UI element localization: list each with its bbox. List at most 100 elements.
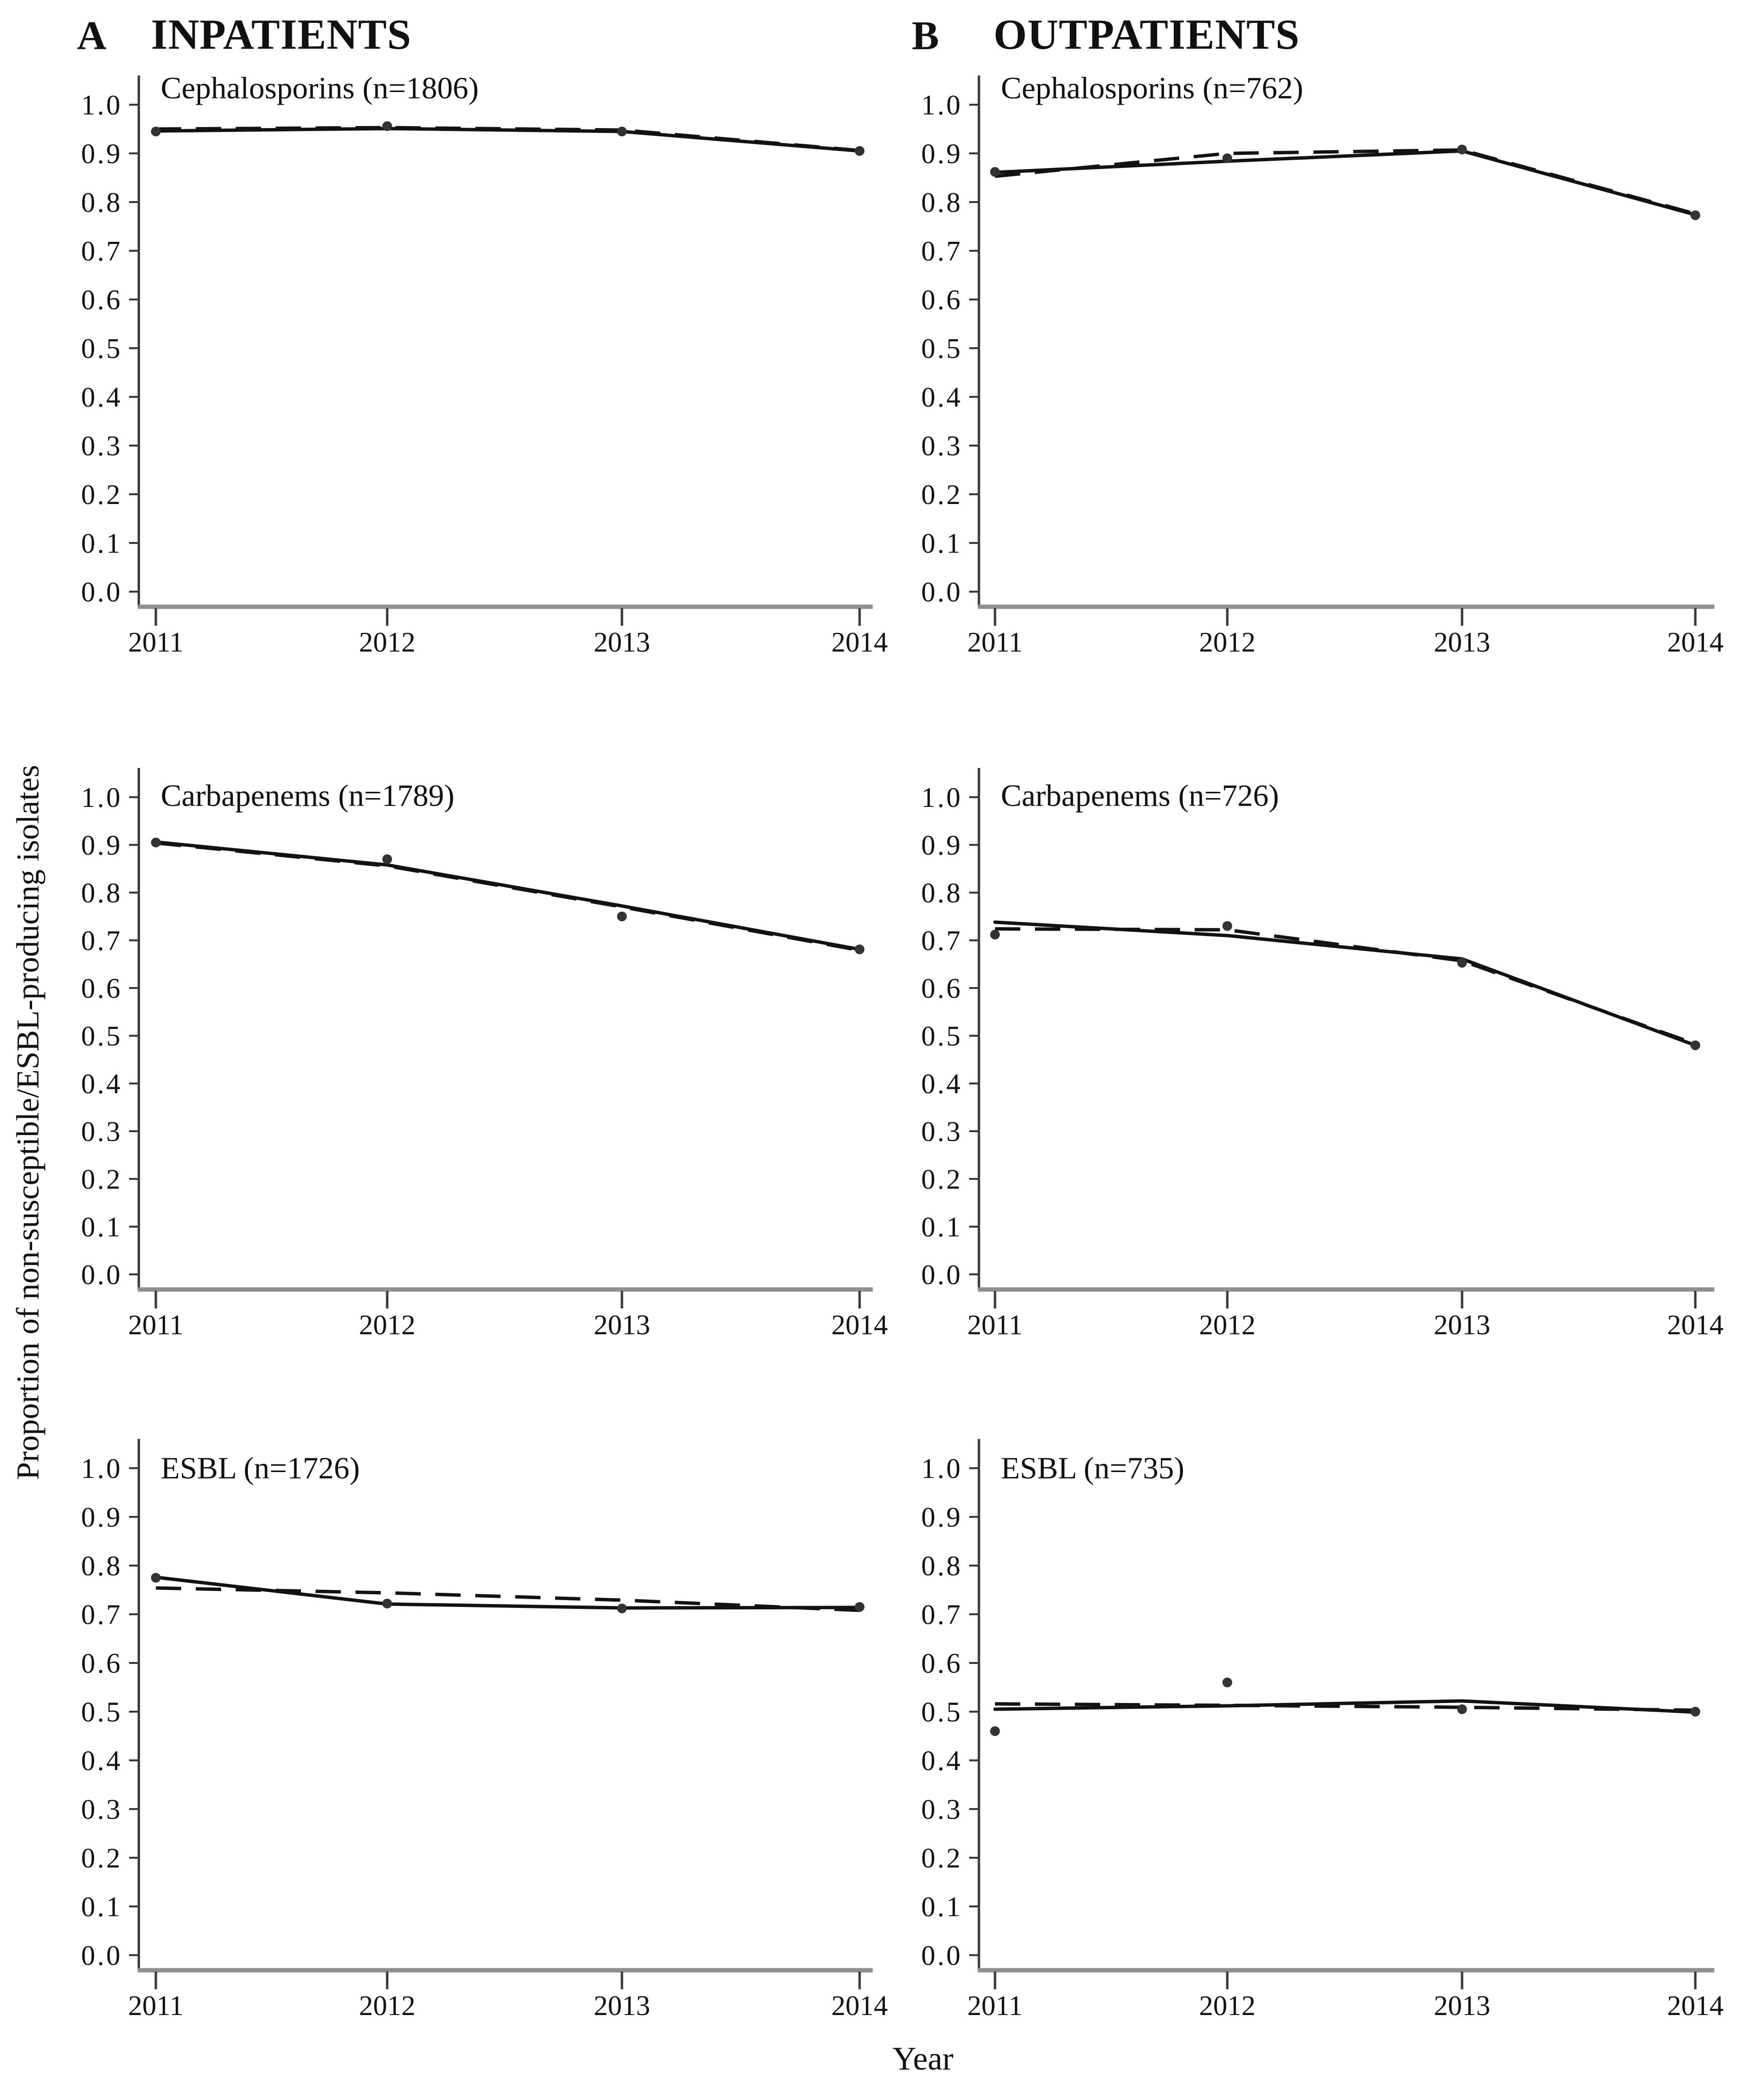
x-tick-label: 2011 [967,1990,1023,2021]
data-point-outpatients-esbl-2011 [990,1726,1000,1736]
y-tick-label: 0.8 [921,187,963,218]
y-tick-label: 0.2 [81,1842,123,1874]
data-point-inpatients-carbapenems-2013 [617,912,627,921]
x-tick-label: 2011 [128,1990,184,2021]
y-tick-label: 0.5 [921,1696,963,1728]
y-tick-label: 0.6 [81,1647,123,1679]
y-tick-label: 0.3 [81,1116,123,1147]
x-tick-label: 2012 [1199,626,1256,658]
y-tick-label: 0.7 [921,235,963,267]
y-tick-label: 0.7 [921,925,963,956]
y-tick-label: 0.0 [81,576,123,608]
x-tick-label: 2011 [967,626,1023,658]
panel-title: ESBL (n=1726) [161,1451,360,1485]
y-tick-label: 1.0 [921,1453,963,1484]
x-tick-label: 2013 [594,626,650,658]
data-point-outpatients-carbapenems-2012 [1222,921,1232,931]
x-tick-label: 2014 [831,626,888,658]
x-tick-label: 2013 [594,1309,650,1341]
panel-title: Carbapenems (n=1789) [161,778,454,813]
y-tick-label: 0.5 [81,333,123,364]
x-tick-label: 2012 [1199,1309,1256,1341]
data-point-inpatients-carbapenems-2014 [855,944,864,954]
data-point-inpatients-esbl-2011 [151,1573,161,1583]
y-tick-label: 0.2 [81,479,123,510]
y-tick-label: 0.0 [921,1259,963,1290]
y-tick-label: 1.0 [81,1453,123,1484]
y-tick-label: 0.3 [921,1116,963,1147]
y-tick-label: 0.7 [81,925,123,956]
y-tick-label: 0.3 [81,1793,123,1825]
series-trend_dashed [995,1702,1696,1712]
x-tick-label: 2014 [1667,1309,1724,1341]
y-tick-label: 0.4 [81,1745,123,1776]
x-tick-label: 2012 [359,1309,415,1341]
y-tick-label: 0.9 [81,829,123,861]
data-point-inpatients-cephalosporins-2011 [151,127,161,136]
y-tick-label: 0.6 [81,284,123,316]
y-tick-label: 0.4 [921,1068,963,1100]
y-tick-label: 0.8 [921,877,963,909]
x-tick-label: 2013 [1434,1990,1490,2021]
y-tick-label: 0.4 [921,381,963,413]
y-tick-label: 0.2 [81,1163,123,1195]
y-tick-label: 0.7 [81,235,123,267]
y-tick-label: 0.1 [921,527,963,559]
y-tick-label: 0.9 [921,1501,963,1533]
x-tick-label: 2012 [1199,1990,1256,2021]
y-tick-label: 0.0 [81,1940,123,1971]
y-tick-label: 0.3 [921,430,963,462]
data-point-outpatients-cephalosporins-2012 [1222,153,1232,163]
y-tick-label: 0.7 [81,1599,123,1630]
x-tick-label: 2014 [831,1309,888,1341]
data-point-inpatients-carbapenems-2012 [382,854,392,864]
data-point-inpatients-esbl-2012 [382,1599,392,1608]
data-point-inpatients-esbl-2014 [855,1602,864,1612]
data-point-outpatients-cephalosporins-2014 [1690,210,1700,220]
x-tick-label: 2014 [1667,626,1724,658]
y-tick-label: 0.4 [921,1745,963,1776]
series-trend_solid [993,920,1697,1047]
panel-title: ESBL (n=735) [1001,1451,1184,1485]
y-tick-label: 0.2 [921,1163,963,1195]
panel-title: Carbapenems (n=726) [1001,778,1279,813]
x-tick-label: 2011 [967,1309,1023,1341]
y-tick-label: 0.0 [921,1940,963,1971]
y-tick-label: 0.2 [921,479,963,510]
data-point-outpatients-esbl-2012 [1222,1678,1232,1687]
x-tick-label: 2013 [1434,1309,1490,1341]
y-tick-label: 0.9 [921,138,963,169]
series-trend_solid [993,1699,1697,1714]
series-trend_solid [154,840,862,952]
data-point-inpatients-cephalosporins-2013 [617,127,627,136]
series-trend_dashed [155,841,860,952]
series-trend_solid [993,149,1697,217]
y-tick-label: 0.2 [921,1842,963,1874]
x-tick-label: 2011 [128,626,184,658]
x-tick-label: 2014 [831,1990,888,2021]
panel-title: Cephalosporins (n=762) [1001,71,1303,105]
data-point-inpatients-esbl-2013 [617,1604,627,1613]
y-tick-label: 0.9 [81,138,123,169]
y-tick-label: 0.8 [81,187,123,218]
y-tick-label: 0.6 [81,972,123,1004]
x-tick-label: 2012 [359,1990,415,2021]
y-tick-label: 0.6 [921,972,963,1004]
y-tick-label: 0.8 [81,877,123,909]
y-tick-label: 0.5 [81,1696,123,1728]
y-tick-label: 0.8 [921,1550,963,1582]
data-point-outpatients-esbl-2013 [1457,1704,1467,1714]
y-tick-label: 0.5 [921,1020,963,1052]
y-tick-label: 0.7 [921,1599,963,1630]
y-tick-label: 0.6 [921,1647,963,1679]
x-tick-label: 2011 [128,1309,184,1341]
x-tick-label: 2012 [359,626,415,658]
y-tick-label: 0.1 [921,1211,963,1243]
data-point-inpatients-carbapenems-2011 [151,838,161,848]
